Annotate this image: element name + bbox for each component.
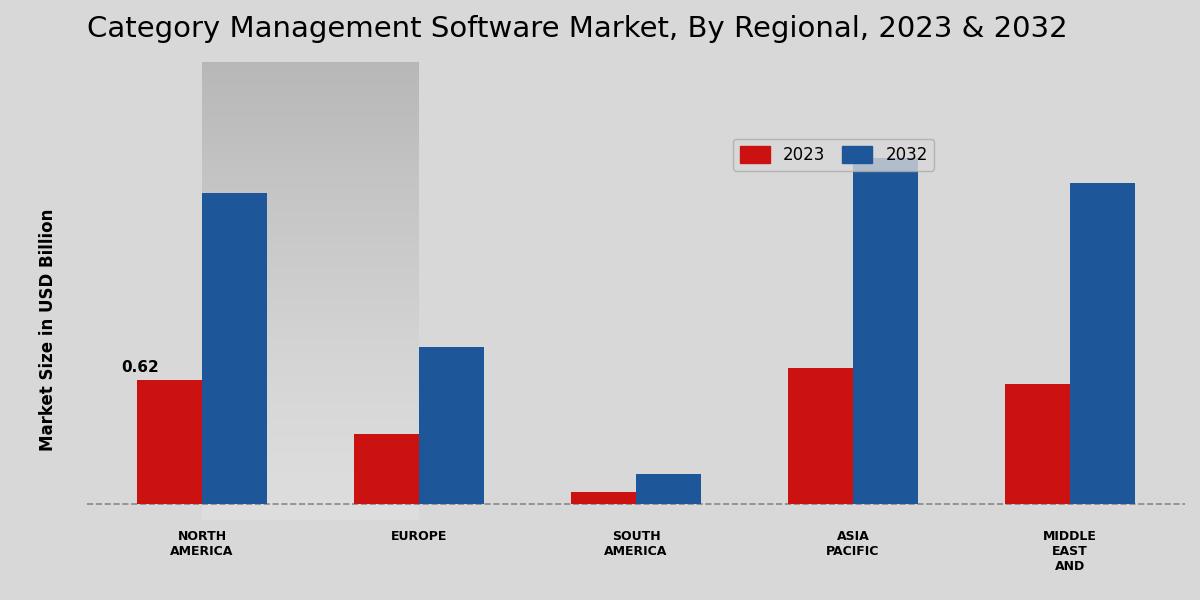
Bar <box>354 434 419 504</box>
Bar <box>853 158 918 504</box>
Legend: 2023, 2032: 2023, 2032 <box>733 139 935 170</box>
Bar <box>788 368 853 504</box>
Text: 0.62: 0.62 <box>121 359 160 374</box>
Bar <box>1070 182 1135 504</box>
Bar <box>419 347 484 504</box>
Bar <box>571 492 636 504</box>
Text: Market Size in USD Billion: Market Size in USD Billion <box>38 209 58 451</box>
Bar <box>202 193 268 504</box>
Bar <box>137 380 202 504</box>
Bar <box>1004 383 1070 504</box>
Text: Category Management Software Market, By Regional, 2023 & 2032: Category Management Software Market, By … <box>88 15 1068 43</box>
Bar <box>636 474 701 504</box>
